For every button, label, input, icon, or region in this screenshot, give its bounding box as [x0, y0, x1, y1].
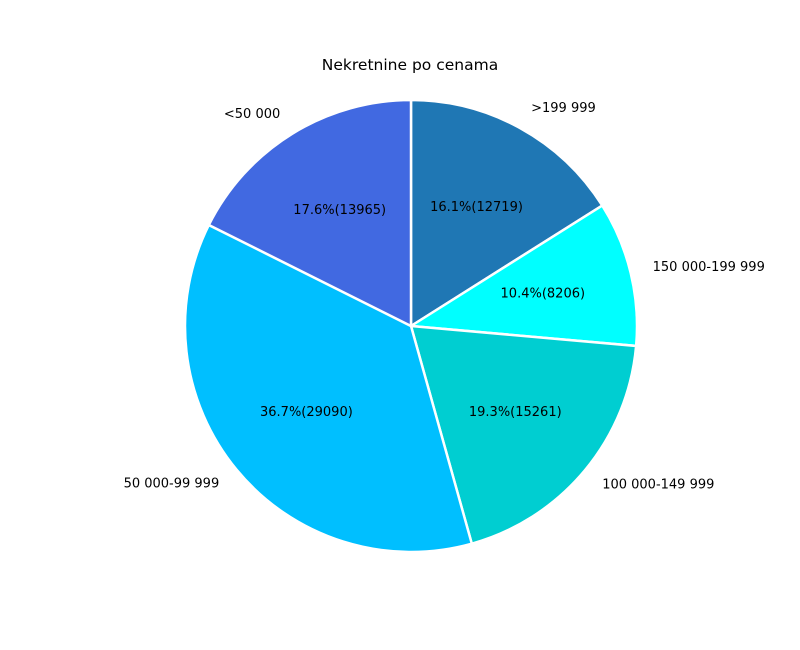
- pie-slice-50-000-99-999: [183, 223, 474, 554]
- pie-labels: >199 999 16.1%(12719) 150 000-199 999 10.4%…: [124, 101, 765, 493]
- pie-slice-50-000: [207, 98, 413, 328]
- pie-slices: [183, 98, 639, 554]
- slice-label: >199 999: [531, 101, 596, 116]
- slice-percent-label: 36.7%(29090): [260, 405, 353, 420]
- slice-percent-label: 16.1%(12719): [430, 200, 523, 215]
- slice-label: 50 000-99 999: [124, 477, 220, 492]
- chart-title: Nekretnine po cenama: [322, 56, 498, 74]
- pie-slice-150-000-199-999: [409, 204, 639, 348]
- slice-percent-label: 10.4%(8206): [501, 287, 586, 302]
- slice-label: 150 000-199 999: [653, 260, 765, 275]
- pie-slice-100-000-149-999: [409, 324, 638, 545]
- slice-label: <50 000: [224, 107, 280, 122]
- slice-percent-label: 19.3%(15261): [469, 405, 562, 420]
- slice-percent-label: 17.6%(13965): [293, 203, 386, 218]
- pie-slice-199-999: [409, 98, 604, 328]
- slice-label: 100 000-149 999: [602, 477, 714, 492]
